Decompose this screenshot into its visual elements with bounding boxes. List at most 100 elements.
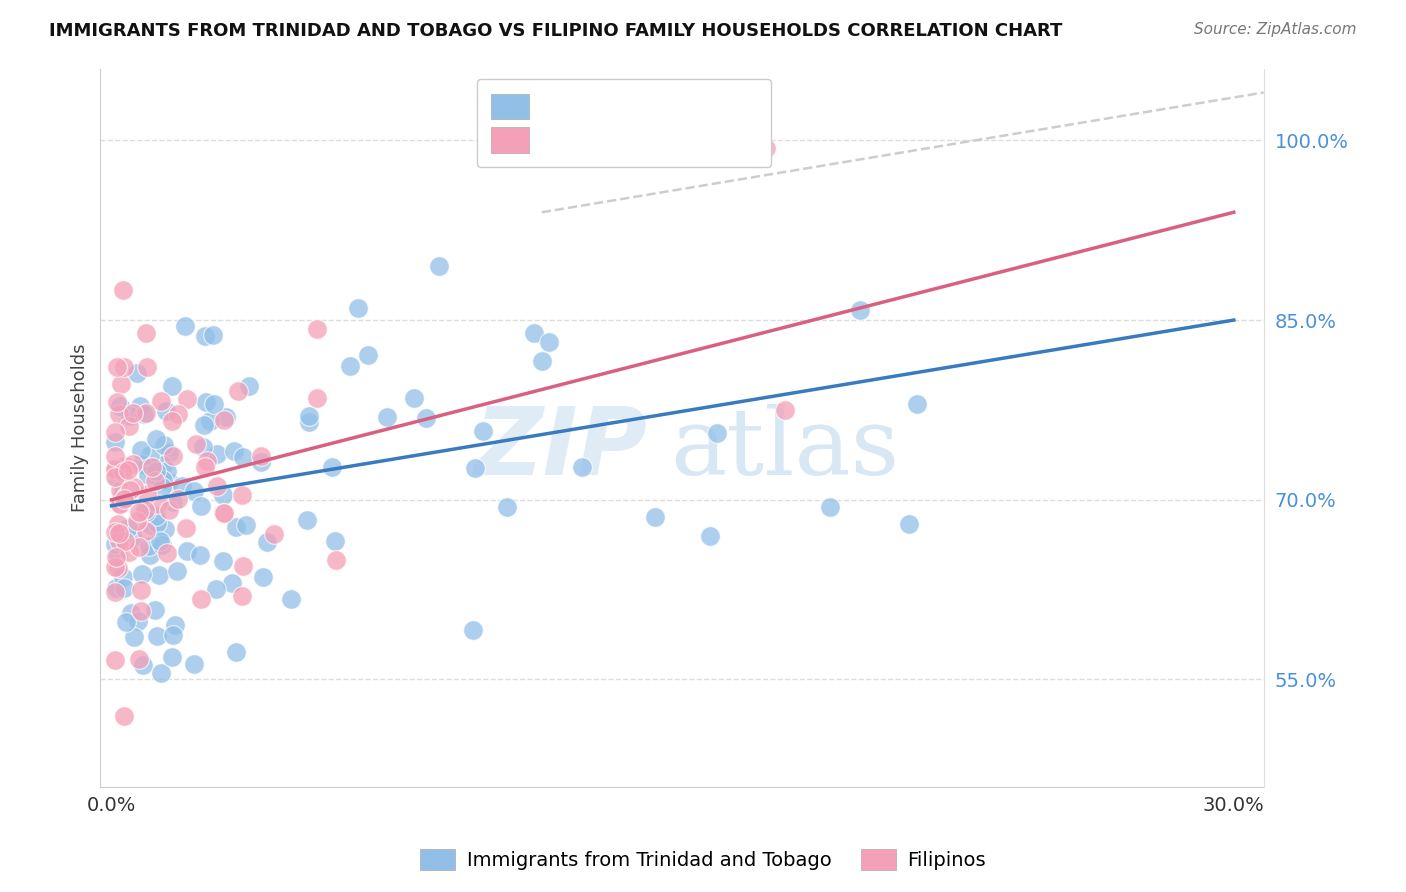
Point — [128, 540, 150, 554]
Point — [150, 665, 173, 680]
Point — [195, 395, 218, 409]
Point — [118, 545, 141, 559]
Point — [112, 492, 135, 507]
Point — [122, 630, 145, 644]
Point — [108, 497, 131, 511]
Point — [231, 488, 253, 502]
Point — [135, 524, 157, 538]
Point — [183, 657, 205, 671]
Point — [145, 603, 167, 617]
Point — [105, 360, 128, 375]
Point — [167, 408, 190, 422]
Point — [321, 460, 343, 475]
Point — [131, 658, 153, 673]
Point — [162, 450, 184, 464]
Point — [108, 526, 131, 541]
Point — [176, 544, 198, 558]
Point — [143, 474, 166, 488]
Point — [773, 403, 796, 417]
Point — [166, 491, 188, 506]
Point — [107, 534, 129, 549]
Point — [135, 326, 157, 340]
Point — [207, 448, 229, 462]
Point — [139, 548, 162, 562]
Point — [849, 303, 872, 318]
Point — [153, 437, 176, 451]
Point — [377, 410, 399, 425]
Point — [136, 468, 159, 483]
Point — [129, 604, 152, 618]
Point — [166, 564, 188, 578]
Point — [114, 709, 136, 723]
Text: Source: ZipAtlas.com: Source: ZipAtlas.com — [1194, 22, 1357, 37]
Point — [152, 458, 174, 472]
Point — [107, 549, 129, 563]
Point — [496, 500, 519, 515]
Point — [530, 354, 553, 368]
Point — [226, 384, 249, 398]
Point — [105, 582, 128, 596]
Point — [111, 465, 134, 479]
Point — [108, 407, 131, 421]
Point — [129, 443, 152, 458]
Point — [121, 457, 143, 471]
Point — [117, 463, 139, 477]
Point — [104, 464, 127, 478]
Point — [110, 376, 132, 391]
Point — [195, 453, 218, 467]
Point — [174, 319, 197, 334]
Point — [402, 391, 425, 405]
Point — [165, 617, 187, 632]
Point — [114, 489, 136, 503]
Point — [238, 378, 260, 392]
Point — [129, 583, 152, 598]
Point — [131, 457, 153, 471]
Point — [105, 550, 128, 565]
Point — [146, 496, 169, 510]
Point — [108, 483, 131, 497]
Point — [755, 141, 778, 155]
Point — [136, 486, 159, 500]
Point — [202, 397, 225, 411]
Point — [150, 474, 173, 488]
Point — [128, 399, 150, 413]
Point — [105, 471, 128, 485]
Point — [571, 460, 593, 475]
Point — [191, 440, 214, 454]
Point — [198, 414, 221, 428]
Point — [176, 392, 198, 406]
Point — [212, 488, 235, 502]
Point — [461, 623, 484, 637]
Point — [898, 517, 921, 532]
Point — [104, 524, 127, 539]
Point — [295, 512, 318, 526]
Point — [325, 553, 347, 567]
Point — [108, 400, 131, 414]
Point — [905, 397, 928, 411]
Point — [427, 259, 450, 273]
Point — [356, 348, 378, 362]
Point — [107, 516, 129, 531]
Point — [162, 649, 184, 664]
Point — [190, 592, 212, 607]
Point — [464, 461, 486, 475]
Point — [202, 327, 225, 342]
Point — [250, 449, 273, 463]
Point — [232, 559, 254, 574]
Point — [235, 517, 257, 532]
Point — [115, 491, 138, 506]
Point — [339, 359, 361, 373]
Point — [139, 518, 162, 533]
Point — [134, 502, 156, 516]
Point — [250, 455, 273, 469]
Point — [122, 530, 145, 544]
Point — [112, 581, 135, 595]
Point — [323, 534, 346, 549]
Point — [232, 450, 254, 464]
Legend: R = 0.180   N = 114, R = 0.259   N = 80: R = 0.180 N = 114, R = 0.259 N = 80 — [477, 78, 770, 168]
Point — [114, 360, 136, 375]
Point — [104, 470, 127, 484]
Point — [115, 615, 138, 630]
Point — [307, 391, 329, 405]
Point — [149, 393, 172, 408]
